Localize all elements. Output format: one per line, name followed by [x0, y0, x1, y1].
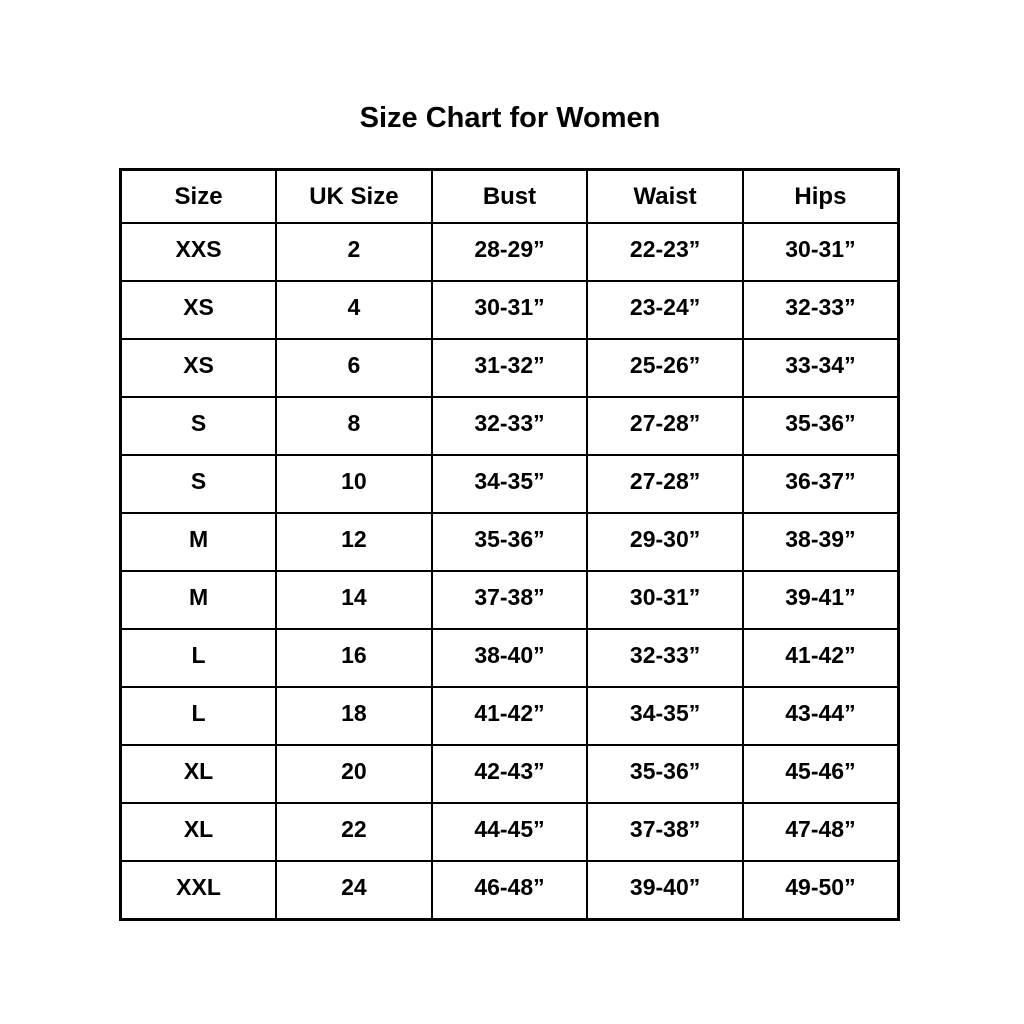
table-cell: 8 — [275, 396, 433, 456]
table-cell: 4 — [275, 280, 433, 340]
table-row: L 16 38-40” 32-33” 41-42” — [119, 628, 900, 688]
table-cell: 2 — [275, 222, 433, 282]
table-row: L 18 41-42” 34-35” 43-44” — [119, 686, 900, 746]
table-cell: 6 — [275, 338, 433, 398]
table-cell: 20 — [275, 744, 433, 804]
table-cell: XXL — [119, 860, 278, 921]
table-cell: 32-33” — [586, 628, 744, 688]
table-row: S 10 34-35” 27-28” 36-37” — [119, 454, 900, 514]
table-cell: 29-30” — [586, 512, 744, 572]
table-cell: 39-40” — [586, 860, 744, 921]
table-cell: 44-45” — [430, 802, 589, 862]
table-cell: XS — [119, 338, 278, 398]
table-cell: 38-40” — [430, 628, 589, 688]
table-cell: S — [119, 454, 278, 514]
header-row: Size UK Size Bust Waist Hips — [119, 168, 900, 224]
table-cell: 30-31” — [741, 222, 900, 282]
table-cell: 18 — [275, 686, 433, 746]
column-header: Size — [119, 168, 278, 224]
column-header: Waist — [586, 168, 744, 224]
table-cell: 43-44” — [741, 686, 900, 746]
table-cell: 32-33” — [430, 396, 589, 456]
table-cell: 33-34” — [741, 338, 900, 398]
table-cell: 34-35” — [430, 454, 589, 514]
table-cell: 46-48” — [430, 860, 589, 921]
table-cell: 16 — [275, 628, 433, 688]
table-cell: 10 — [275, 454, 433, 514]
table-cell: M — [119, 512, 278, 572]
table-row: S 8 32-33” 27-28” 35-36” — [119, 396, 900, 456]
table-cell: 35-36” — [430, 512, 589, 572]
table-cell: 27-28” — [586, 396, 744, 456]
table-cell: 38-39” — [741, 512, 900, 572]
table-row: XXS 2 28-29” 22-23” 30-31” — [119, 222, 900, 282]
table-cell: 24 — [275, 860, 433, 921]
table-cell: 27-28” — [586, 454, 744, 514]
table-cell: 30-31” — [586, 570, 744, 630]
table-row: XS 4 30-31” 23-24” 32-33” — [119, 280, 900, 340]
table-cell: 47-48” — [741, 802, 900, 862]
table-row: M 14 37-38” 30-31” 39-41” — [119, 570, 900, 630]
table-cell: 12 — [275, 512, 433, 572]
table-cell: 42-43” — [430, 744, 589, 804]
table-cell: S — [119, 396, 278, 456]
table-cell: L — [119, 628, 278, 688]
table-cell: 34-35” — [586, 686, 744, 746]
table-cell: 35-36” — [586, 744, 744, 804]
table-cell: L — [119, 686, 278, 746]
column-header: Hips — [741, 168, 900, 224]
table-cell: 22 — [275, 802, 433, 862]
table-cell: 14 — [275, 570, 433, 630]
table-cell: 37-38” — [586, 802, 744, 862]
column-header: UK Size — [275, 168, 433, 224]
table-row: M 12 35-36” 29-30” 38-39” — [119, 512, 900, 572]
table-cell: 25-26” — [586, 338, 744, 398]
table-cell: M — [119, 570, 278, 630]
table-cell: 36-37” — [741, 454, 900, 514]
table-cell: 35-36” — [741, 396, 900, 456]
page-title: Size Chart for Women — [359, 102, 661, 134]
table-row: XL 20 42-43” 35-36” 45-46” — [119, 744, 900, 804]
table-cell: XL — [119, 802, 278, 862]
table-cell: 41-42” — [430, 686, 589, 746]
column-header: Bust — [430, 168, 589, 224]
table-cell: 22-23” — [586, 222, 744, 282]
table-row: XL 22 44-45” 37-38” 47-48” — [119, 802, 900, 862]
table-cell: XXS — [119, 222, 278, 282]
table-cell: XL — [119, 744, 278, 804]
table-cell: 28-29” — [430, 222, 589, 282]
table-cell: 37-38” — [430, 570, 589, 630]
table-cell: 41-42” — [741, 628, 900, 688]
table-cell: 30-31” — [430, 280, 589, 340]
size-chart-table: Size UK Size Bust Waist Hips XXS 2 28-29” 22-23… — [119, 168, 900, 921]
table-row: XS 6 31-32” 25-26” 33-34” — [119, 338, 900, 398]
table-cell: 32-33” — [741, 280, 900, 340]
table-cell: 23-24” — [586, 280, 744, 340]
table-body: XXS 2 28-29” 22-23” 30-31” XS 4 30-31” 23-24” 32-… — [119, 222, 900, 921]
table-head: Size UK Size Bust Waist Hips — [119, 168, 900, 224]
table-cell: 39-41” — [741, 570, 900, 630]
table-cell: 45-46” — [741, 744, 900, 804]
table-cell: 31-32” — [430, 338, 589, 398]
table-row: XXL 24 46-48” 39-40” 49-50” — [119, 860, 900, 921]
table-cell: XS — [119, 280, 278, 340]
table-cell: 49-50” — [741, 860, 900, 921]
